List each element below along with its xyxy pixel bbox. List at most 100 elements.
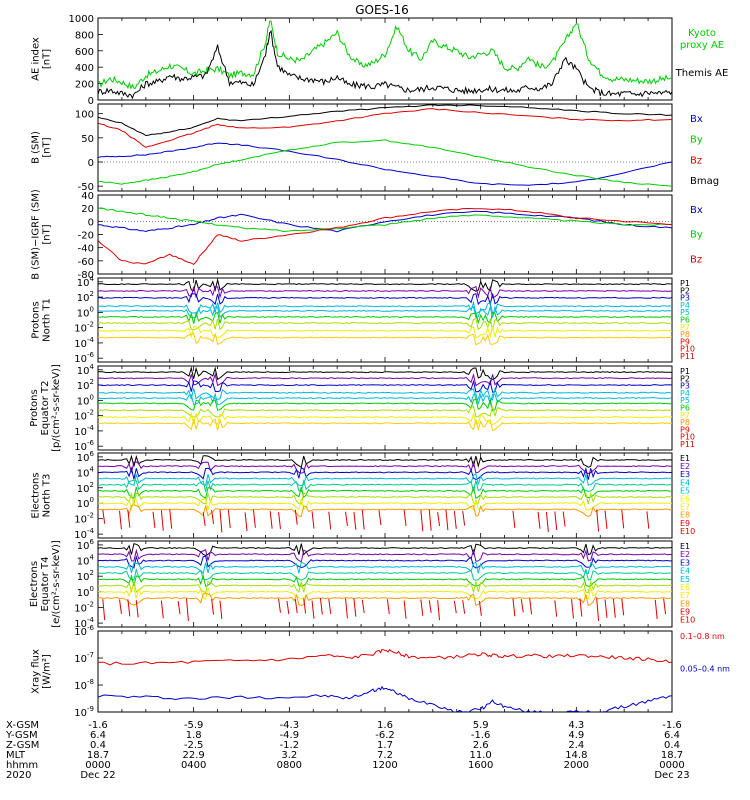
legend-item: E10 [680, 527, 695, 536]
y-tick-exponent: 6 [90, 450, 95, 458]
e10-spike [211, 509, 215, 524]
orbit-value: 2.4 [568, 740, 584, 751]
e10-spike [512, 510, 516, 529]
y-tick-label: 10-2 [74, 321, 94, 335]
panel-xray: 10-6 10-7 10-8 10-9 Xray flux [W/m²] 0.1–0.8 n… [31, 624, 731, 719]
orbit-value: 0000 [659, 760, 684, 771]
orbit-value: 3.2 [281, 750, 297, 761]
plot-area [98, 543, 672, 621]
e10-spike [562, 511, 566, 527]
orbit-value: 2.6 [473, 740, 489, 751]
e10-spike [604, 510, 608, 529]
y-tick-exponent: 4 [90, 554, 95, 562]
y-tick-label: 10-4 [74, 424, 94, 438]
y-tick-label: 50 [81, 134, 94, 145]
e10-spike [328, 598, 332, 614]
y-tick-label: 10-2 [74, 409, 94, 423]
y-label-line: Protons [29, 389, 40, 426]
y-label-line: Xray flux [31, 649, 42, 694]
legend-item: E5 [680, 575, 690, 584]
channel-line-7 [98, 491, 672, 505]
e10-spike [453, 510, 457, 529]
e10-spike [437, 512, 441, 527]
legend-item: P2 [680, 374, 690, 383]
orbit-value: 14.8 [565, 750, 587, 761]
e10-spike [160, 510, 164, 531]
e10-spike [119, 599, 122, 614]
series-0-05-0-4-nm [98, 685, 672, 712]
legend-item: P5 [680, 308, 690, 317]
e10-spike [646, 511, 650, 529]
e10-spike [294, 599, 298, 614]
y-tick-exponent: -4 [87, 336, 95, 344]
y-tick-exponent: -2 [87, 321, 94, 329]
channel-line-7 [98, 579, 672, 594]
e10-spike [244, 512, 248, 532]
e10-spike [420, 599, 424, 616]
y-tick-label: 104 [77, 275, 95, 289]
legend-item: Themis AE [675, 68, 729, 79]
legend-item: E8 [680, 599, 690, 608]
legend-item: E7 [680, 503, 690, 512]
y-tick-exponent: 6 [90, 538, 95, 546]
y-tick-exponent: 4 [90, 363, 95, 371]
y-tick-exponent: 0 [90, 585, 94, 593]
series-bz [98, 207, 672, 266]
legend-item: P6 [680, 404, 690, 413]
legend-item: P6 [680, 316, 690, 325]
y-label-line: Equator T4 [40, 557, 51, 612]
y-axis: 40 20 0 -20 -40 -60 -80 [78, 191, 103, 281]
e10-spike [386, 599, 390, 615]
legend-item: E3 [680, 558, 690, 567]
y-axis: 10-6 10-7 10-8 10-9 [74, 624, 103, 719]
e10-spike [219, 600, 223, 619]
e10-spike [102, 599, 106, 621]
y-tick-exponent: -4 [87, 424, 95, 432]
e10-spike [428, 600, 432, 613]
e10-spike [328, 511, 332, 530]
channel-line-1 [98, 543, 672, 556]
y-tick-label: 10-2 [74, 600, 94, 614]
orbit-value: 0000 [85, 760, 110, 771]
panel-ae: 1000 800 600 400 200 0 AE index [nT] Kyotoproxy … [31, 14, 729, 107]
orbit-value: -6.2 [375, 730, 395, 741]
y-label-line: Protons [31, 301, 42, 338]
y-label-line: North T1 [42, 298, 53, 342]
orbit-row-label: Z-GSM [6, 740, 39, 751]
e10-spike [303, 598, 307, 614]
channel-line-7 [98, 317, 672, 331]
channel-line-5 [98, 305, 672, 319]
e10-spike [211, 599, 215, 615]
y-tick-exponent: 0 [90, 305, 94, 313]
e10-spike [554, 600, 558, 617]
e10-spike [462, 511, 466, 526]
e10-spike [612, 598, 616, 618]
y-tick-exponent: 2 [90, 481, 94, 489]
e10-spike [403, 509, 407, 527]
y-label-line: Electrons [31, 472, 42, 518]
y-tick-label: 10-9 [74, 705, 94, 719]
legend-item: Bx [690, 205, 703, 216]
legend-item: P7 [680, 411, 690, 420]
plot-area [98, 104, 672, 187]
e10-spike [353, 511, 357, 530]
e10-spike [177, 600, 181, 615]
e10-spike [169, 509, 173, 529]
legend-item: P4 [680, 301, 690, 310]
y-tick-label: 104 [77, 554, 95, 568]
legend-item: E4 [680, 478, 690, 487]
y-tick-exponent: -4 [87, 616, 95, 624]
y-axis-label: Xray flux [W/m²] [31, 649, 53, 694]
e10-spike [520, 599, 524, 613]
orbit-value: 22.9 [183, 750, 205, 761]
e10-spike [361, 509, 365, 530]
channel-line-3 [98, 379, 672, 393]
y-tick-label: 106 [77, 450, 95, 464]
legend-item: P5 [680, 396, 690, 405]
orbit-row-label: hhmm [6, 760, 38, 771]
